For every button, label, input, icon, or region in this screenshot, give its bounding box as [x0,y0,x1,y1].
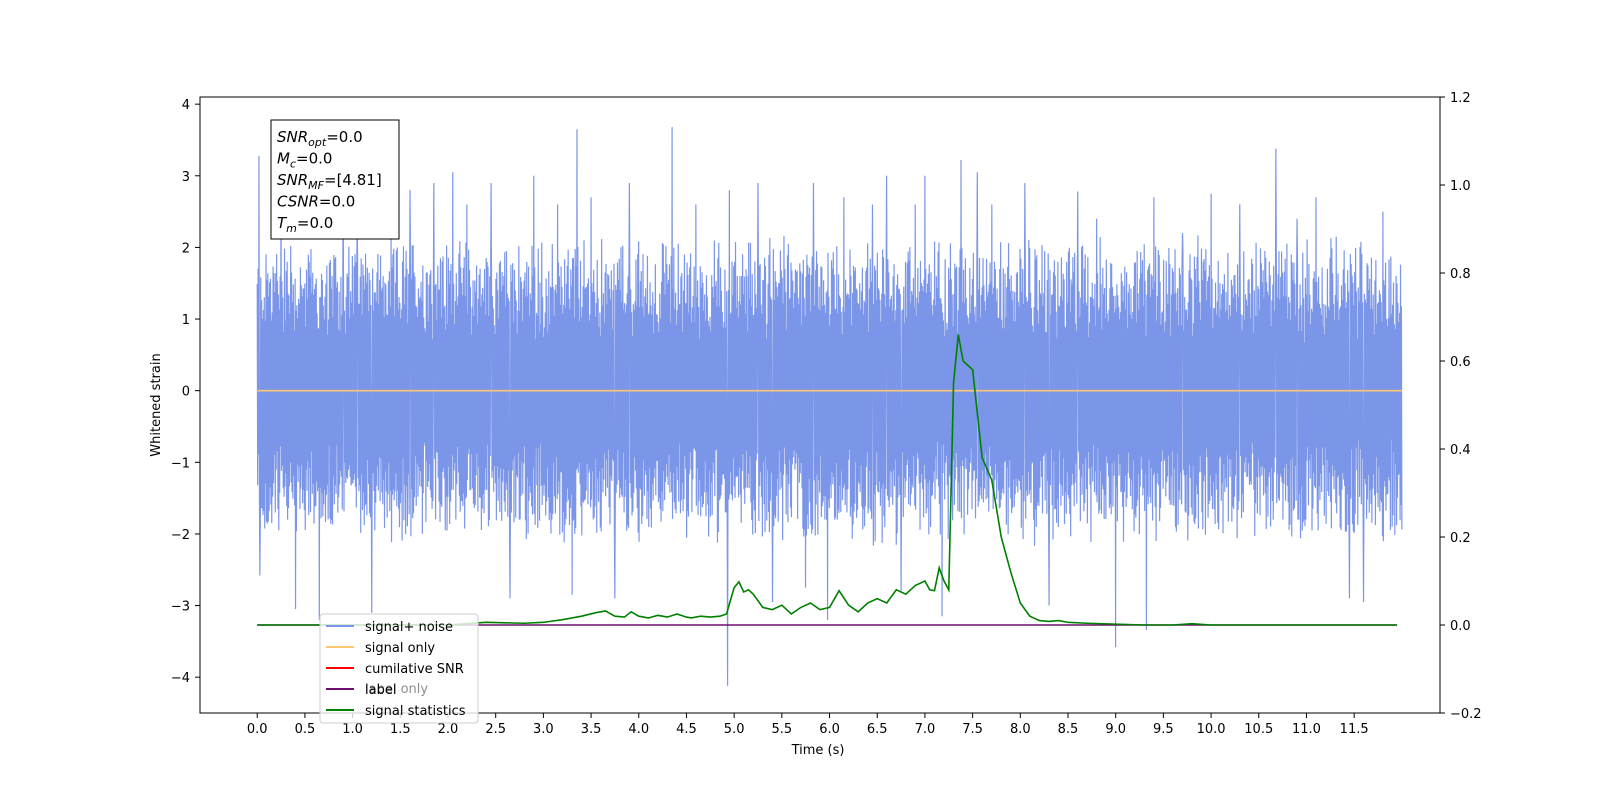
y-tick-label: −4 [171,671,190,686]
x-tick-label: 0.5 [295,722,316,737]
x-tick-label: 5.5 [772,722,793,737]
x-tick-label: 4.5 [676,722,697,737]
x-tick-label: 3.5 [581,722,602,737]
annotation-line: Tm=0.0 [277,214,333,235]
y2-tick-label: 1.2 [1450,91,1471,106]
annotation-line: Mc=0.0 [277,150,332,171]
x-tick-label: 0.0 [247,722,268,737]
x-tick-label: 6.5 [867,722,888,737]
y-tick-label: 0 [182,385,190,400]
x-tick-label: 11.0 [1292,722,1321,737]
y-axis-label: Whitened strain [149,353,164,456]
x-tick-label: 4.0 [628,722,649,737]
y2-tick-label: 0.0 [1450,619,1471,634]
legend-label: signal statistics [365,704,466,719]
legend-label: cumilative SNR [365,662,464,677]
x-tick-label: 7.0 [915,722,936,737]
annotation-line: SNRopt=0.0 [277,128,363,149]
x-tick-label: 2.0 [438,722,459,737]
legend-hidden-text: label only [365,682,428,697]
y-tick-label: 3 [182,170,190,185]
x-tick-label: 2.5 [485,722,506,737]
x-tick-label: 8.0 [1010,722,1031,737]
legend-label: signal+ noise [365,620,453,635]
y2-tick-label: 0.4 [1450,443,1471,458]
legend-label: label [365,683,396,698]
x-tick-label: 10.0 [1197,722,1226,737]
y-tick-label: −1 [171,456,190,471]
y2-tick-label: 0.2 [1450,531,1471,546]
legend-frame [319,613,479,724]
legend: label only signal+ noise signal only cumila… [319,613,479,724]
noise-series-layer [256,127,1403,686]
annotation-frame [270,119,400,240]
x-axis: 0.0 0.5 1.0 1.5 2.0 2.5 3.0 3.5 4.0 4.5 5.0 5.5 6.0 6… [247,713,1369,737]
y-tick-label: 1 [182,313,190,328]
annotation-line: SNRMF=[4.81] [277,171,382,192]
y-tick-label: −3 [171,600,190,615]
x-tick-label: 7.5 [962,722,983,737]
x-tick-label: 6.0 [819,722,840,737]
x-tick-label: 9.5 [1153,722,1174,737]
y-tick-label: 4 [182,98,190,113]
legend-label: signal only [365,641,435,656]
x-tick-label: 10.5 [1244,722,1273,737]
series-line-signal-statistics [257,334,1398,626]
x-tick-label: 1.0 [342,722,363,737]
x-tick-label: 1.5 [390,722,411,737]
y2-tick-label: 1.0 [1450,179,1471,194]
annotation-line: CSNR=0.0 [277,193,355,211]
x-tick-label: 8.5 [1058,722,1079,737]
series-line-signal-noise [256,127,1403,686]
y2-tick-label: 0.8 [1450,267,1471,282]
x-tick-label: 3.0 [533,722,554,737]
y-axis-right: −0.2 0.0 0.2 0.4 0.6 0.8 1.0 1.2 [1440,91,1482,722]
y-tick-label: −2 [171,528,190,543]
y2-tick-label: −0.2 [1450,707,1482,722]
y-axis-left: −4 −3 −2 −1 0 1 2 3 4 [171,98,200,686]
x-tick-label: 5.0 [724,722,745,737]
y-tick-label: 2 [182,241,190,256]
x-axis-label: Time (s) [791,743,845,758]
y2-tick-label: 0.6 [1450,355,1471,370]
x-tick-label: 9.0 [1105,722,1126,737]
plot-frame [199,96,1441,714]
x-tick-label: 11.5 [1340,722,1369,737]
